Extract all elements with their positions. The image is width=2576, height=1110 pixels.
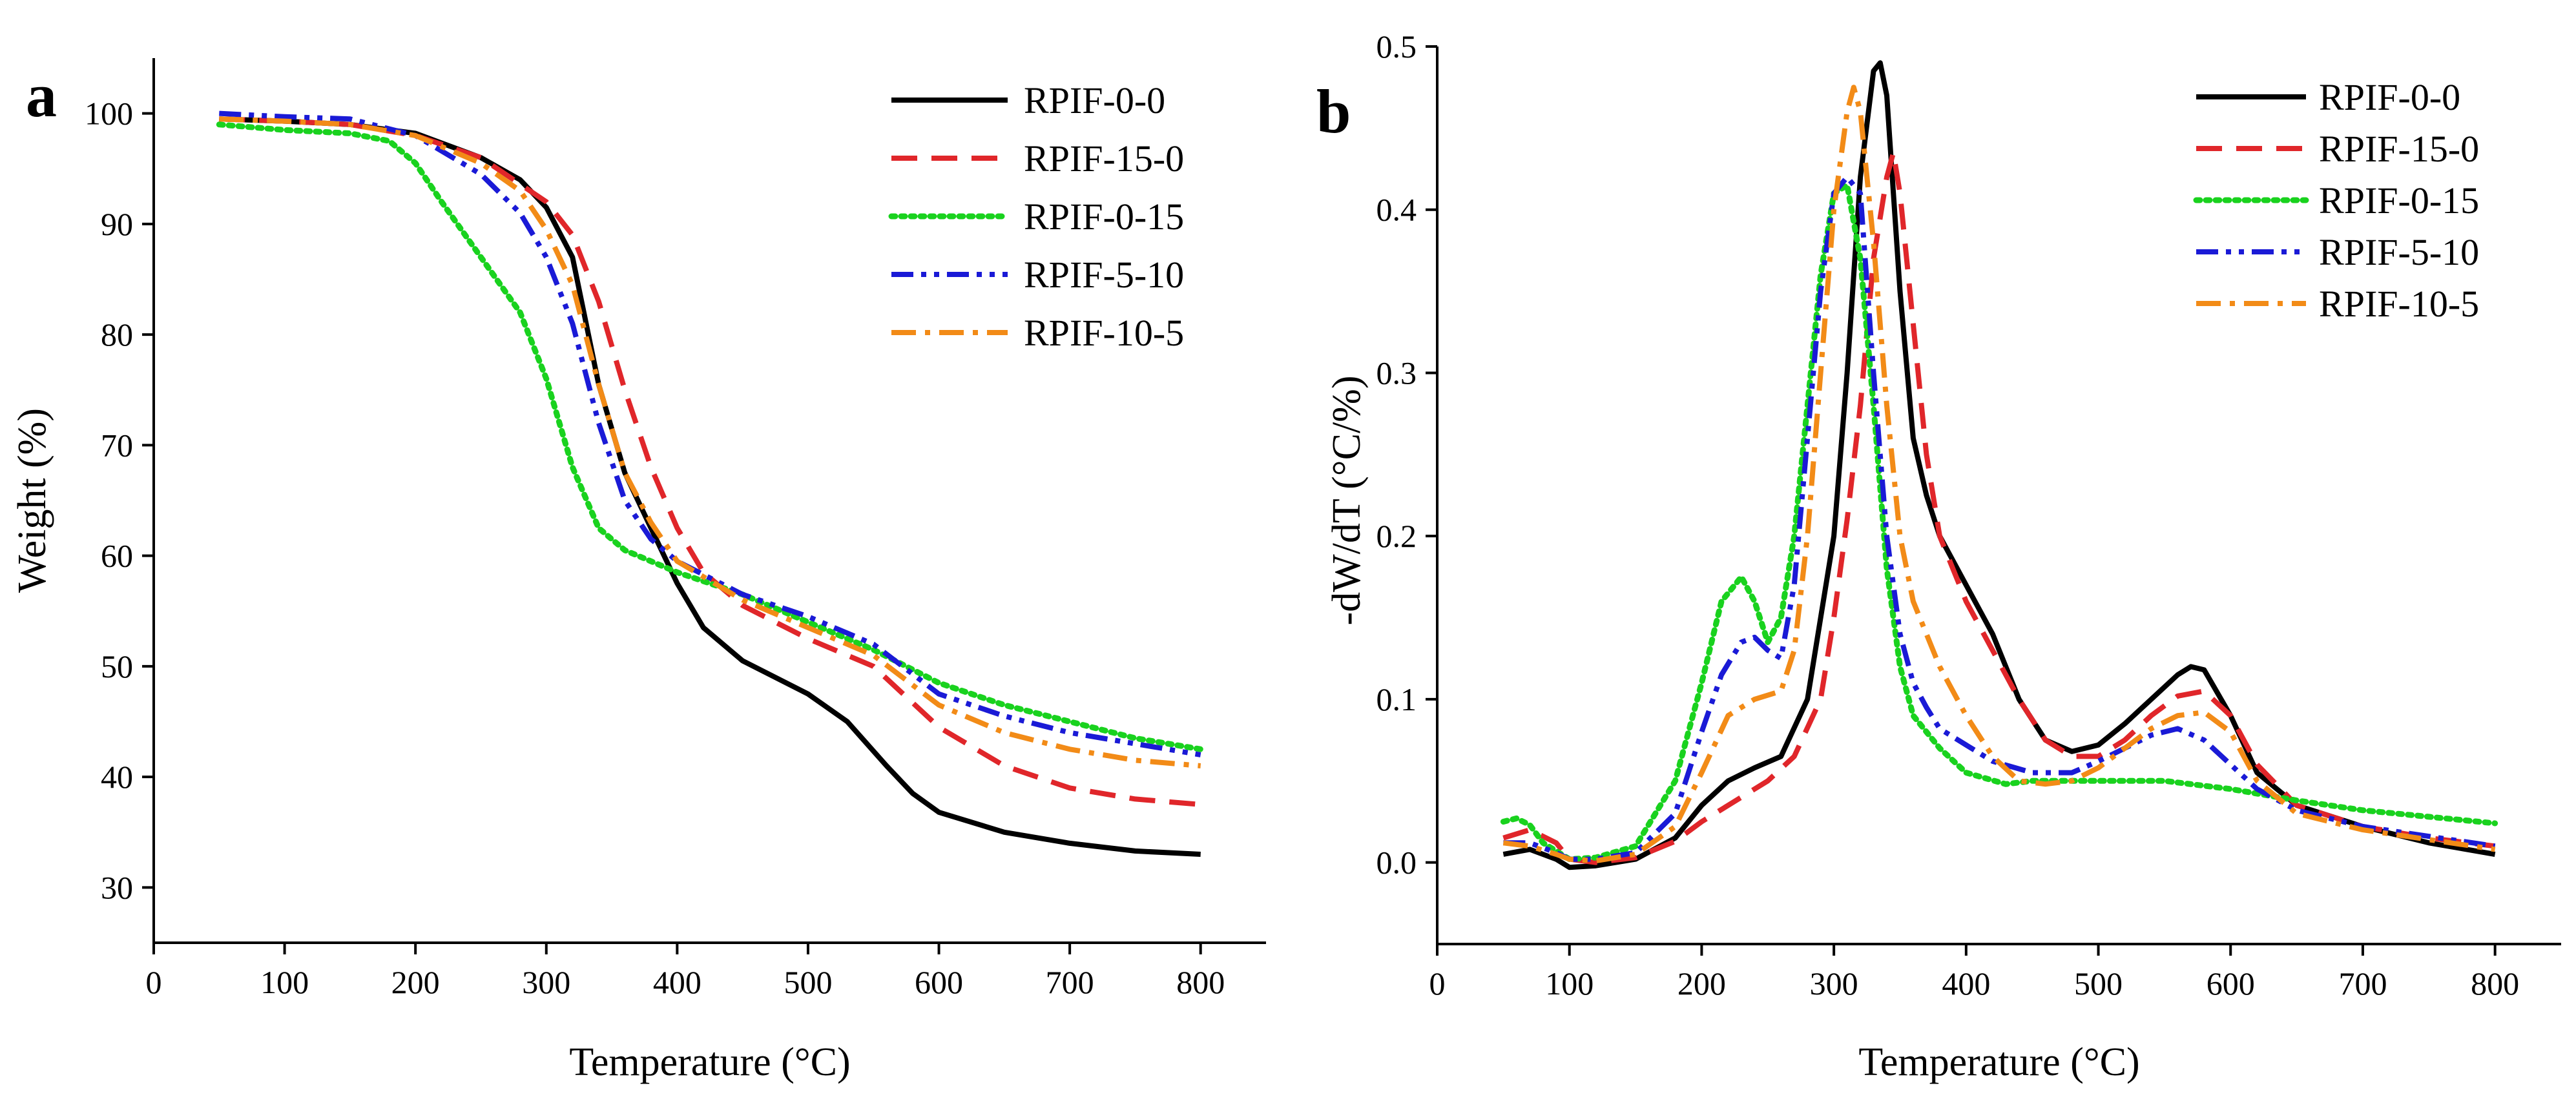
x-tick-label: 700: [2338, 965, 2387, 1002]
legend-label-rpif-0-0: RPIF-0-0: [1024, 79, 1165, 121]
x-tick-label: 800: [1176, 964, 1225, 1000]
x-tick-label: 600: [2207, 965, 2255, 1002]
legend: RPIF-0-0 RPIF-15-0 RPIF-0-15 RPIF-5-10 RPIF-…: [2193, 76, 2479, 325]
x-tick-label: 600: [915, 964, 963, 1000]
series-line-rpif-15-0: [1502, 150, 2496, 865]
legend-label-rpif-0-15: RPIF-0-15: [2319, 180, 2479, 221]
y-tick-label: 80: [101, 316, 133, 353]
series-line-rpif-10-5: [219, 116, 1201, 768]
y-tick-label: 0.1: [1376, 681, 1417, 717]
legend: RPIF-0-0 RPIF-15-0 RPIF-0-15 RPIF-5-10 RPIF-…: [888, 79, 1184, 354]
y-tick-label: 60: [101, 538, 133, 574]
x-tick-label: 100: [1545, 965, 1594, 1002]
x-tick-label: 400: [1942, 965, 1990, 1002]
y-tick-label: 0.2: [1376, 518, 1417, 554]
x-tick-label: 400: [653, 964, 701, 1000]
y-tick-label: 0.5: [1376, 28, 1417, 65]
panel-a: 0 100 200 300 400 500 600 700 800 30 40 50 60 70 80 90 1…: [10, 58, 1266, 1084]
panel-letter: a: [26, 61, 57, 130]
legend-label-rpif-10-5: RPIF-10-5: [1024, 312, 1184, 354]
x-axis-title: Temperature (°C): [1858, 1040, 2139, 1084]
y-axis-title: -dW/dT (°C/%): [1325, 376, 1369, 626]
y-tick-label: 0.4: [1376, 192, 1417, 228]
y-tick-label: 70: [101, 427, 133, 463]
y-tick-label: 50: [101, 648, 133, 684]
legend-label-rpif-10-5: RPIF-10-5: [2319, 283, 2479, 325]
legend-label-rpif-15-0: RPIF-15-0: [1024, 138, 1184, 180]
x-tick-label: 0: [146, 964, 162, 1000]
legend-label-rpif-15-0: RPIF-15-0: [2319, 128, 2479, 170]
x-tick-label: 0: [1429, 965, 1446, 1002]
x-tick-label: 100: [260, 964, 309, 1000]
y-tick-label: 40: [101, 759, 133, 795]
y-tick-label: 90: [101, 206, 133, 242]
legend-label-rpif-5-10: RPIF-5-10: [1024, 254, 1184, 296]
y-tick-label: 30: [101, 869, 133, 905]
x-axis-title: Temperature (°C): [569, 1040, 850, 1084]
legend-label-rpif-0-0: RPIF-0-0: [2319, 76, 2460, 118]
x-tick-label: 200: [1678, 965, 1726, 1002]
panel-b: 0 100 200 300 400 500 600 700 800 0.0 0.1 0.2 0.3 0.4…: [1316, 28, 2561, 1084]
y-axis-title: Weight (%): [10, 408, 54, 593]
series-line-rpif-0-15: [216, 121, 1204, 752]
legend-label-rpif-5-10: RPIF-5-10: [2319, 231, 2479, 273]
x-tick-label: 500: [2074, 965, 2123, 1002]
panel-letter: b: [1316, 77, 1351, 146]
x-tick-label: 700: [1046, 964, 1094, 1000]
y-tick-label: 100: [85, 96, 133, 132]
x-tick-label: 500: [784, 964, 832, 1000]
x-tick-label: 300: [522, 964, 570, 1000]
series-line-rpif-5-10: [1503, 174, 2496, 862]
y-tick-label: 0.3: [1376, 355, 1417, 391]
x-tick-label: 800: [2471, 965, 2519, 1002]
y-tick-label: 0.0: [1376, 845, 1417, 881]
series-line-rpif-0-0: [1502, 60, 2496, 870]
x-tick-label: 200: [391, 964, 440, 1000]
x-tick-label: 300: [1810, 965, 1858, 1002]
series-line-rpif-10-5: [1502, 85, 2496, 864]
legend-label-rpif-0-15: RPIF-0-15: [1024, 196, 1184, 238]
